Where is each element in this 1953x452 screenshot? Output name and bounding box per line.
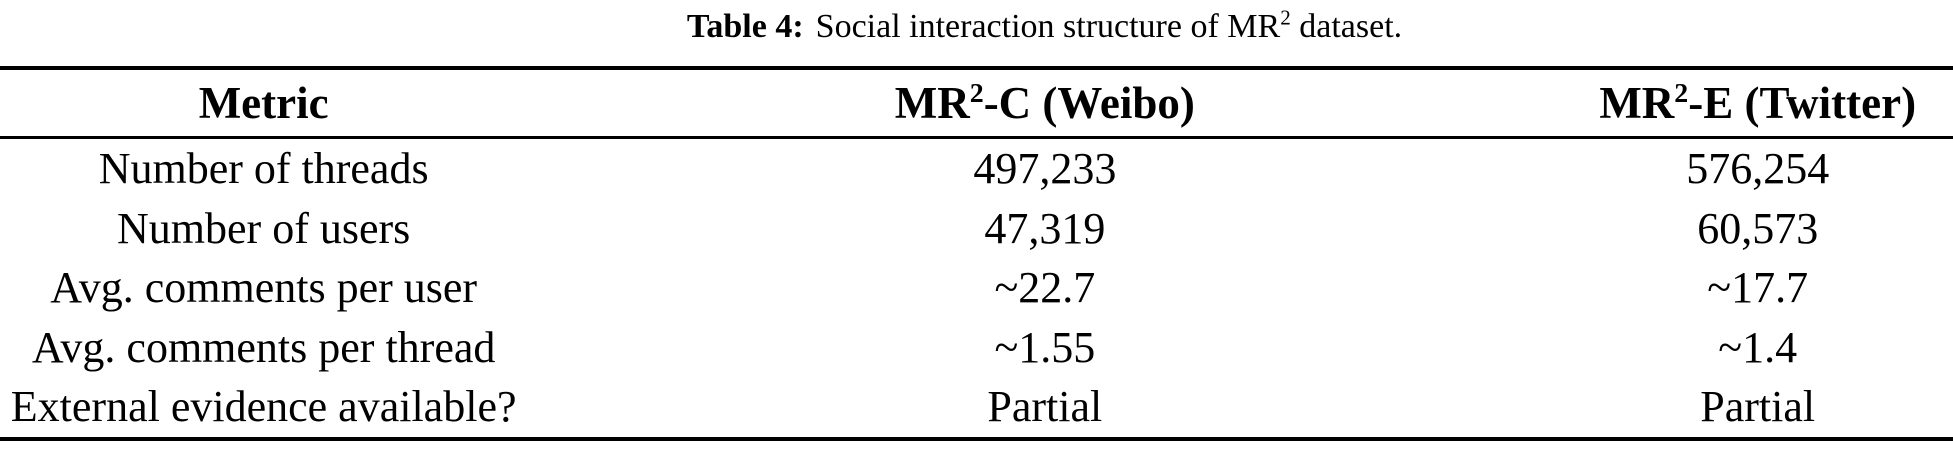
weibo-value-cell: Partial <box>987 382 1103 432</box>
twitter-value-cell: 60,573 <box>1697 203 1819 253</box>
weibo-value-cell: 497,233 <box>973 144 1117 194</box>
caption-text-before-sup: Social interaction structure of MR <box>815 8 1281 45</box>
column-header-weibo-prefix: MR <box>894 78 970 128</box>
metric-cell: External evidence available? <box>10 382 517 432</box>
metric-cell: Number of threads <box>98 144 429 194</box>
twitter-value-cell: 576,254 <box>1686 144 1830 194</box>
table-caption: Table 4: Social interaction structure of … <box>0 0 1953 48</box>
table-row: Avg. comments per user ~22.7 ~17.7 <box>0 258 1953 318</box>
weibo-value-cell: ~22.7 <box>994 263 1096 313</box>
column-header-twitter-suffix: -E (Twitter) <box>1688 78 1917 128</box>
weibo-value-cell: ~1.55 <box>994 322 1096 372</box>
social-interaction-table: Metric MR2-C (Weibo) MR2-E (Twitter) Num… <box>0 66 1953 441</box>
table-row: Number of users 47,319 60,573 <box>0 199 1953 259</box>
weibo-value-cell: 47,319 <box>984 203 1106 253</box>
column-header-weibo-superscript: 2 <box>969 78 984 109</box>
column-header-metric: Metric <box>0 68 527 138</box>
column-header-weibo-suffix: -C (Weibo) <box>983 78 1195 128</box>
twitter-value-cell: Partial <box>1700 382 1816 432</box>
column-header-twitter: MR2-E (Twitter) <box>1562 68 1953 138</box>
table-row: Avg. comments per thread ~1.55 ~1.4 <box>0 318 1953 378</box>
caption-text-after-sup: dataset. <box>1290 8 1403 45</box>
column-header-twitter-prefix: MR <box>1599 78 1675 128</box>
metric-cell: Avg. comments per user <box>50 263 478 313</box>
caption-label: Table 4: <box>686 8 804 45</box>
column-header-weibo: MR2-C (Weibo) <box>527 68 1562 138</box>
metric-cell: Number of users <box>117 203 411 253</box>
table-row: Number of threads 497,233 576,254 <box>0 138 1953 199</box>
twitter-value-cell: ~17.7 <box>1707 263 1809 313</box>
column-header-twitter-superscript: 2 <box>1674 78 1689 109</box>
caption-superscript: 2 <box>1280 5 1291 30</box>
table-header: Metric MR2-C (Weibo) MR2-E (Twitter) <box>0 68 1953 138</box>
table-body: Number of threads 497,233 576,254 Number… <box>0 138 1953 439</box>
column-header-metric-label: Metric <box>198 78 329 128</box>
metric-cell: Avg. comments per thread <box>31 322 496 372</box>
twitter-value-cell: ~1.4 <box>1718 322 1798 372</box>
header-row: Metric MR2-C (Weibo) MR2-E (Twitter) <box>0 68 1953 138</box>
caption-text: Social interaction structure of MR2 data… <box>815 5 1403 45</box>
table-row: External evidence available? Partial Par… <box>0 377 1953 439</box>
